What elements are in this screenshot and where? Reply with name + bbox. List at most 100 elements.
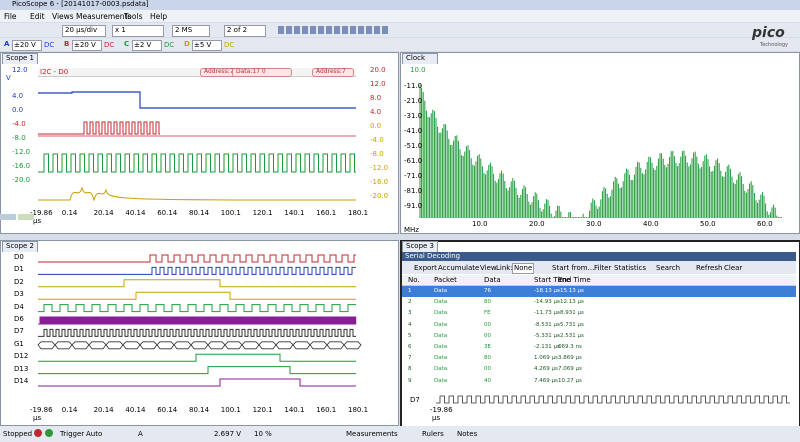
x-tick-label: 140.1 [284, 406, 305, 414]
menu-item[interactable]: Edit [30, 12, 45, 21]
cell[interactable]: -11.73 µs [534, 310, 560, 317]
cell[interactable]: 3E [484, 344, 491, 350]
menu-item[interactable]: File [4, 12, 17, 21]
combo [172, 25, 210, 37]
packet [312, 68, 354, 77]
cell[interactable]: -2.531 µs [558, 332, 584, 339]
cell[interactable]: 76 [484, 288, 491, 294]
cell[interactable]: -14.93 µs [534, 299, 560, 306]
status-item[interactable]: 2.697 V [214, 430, 242, 438]
decoding-tool[interactable]: Accumulate [438, 264, 480, 272]
tab-label[interactable]: Scope 1 [6, 54, 35, 62]
cell[interactable]: Data [434, 299, 448, 306]
cell[interactable]: -5.331 µs [534, 332, 560, 339]
cell[interactable]: -5.731 µs [558, 321, 584, 328]
toolbar-field[interactable]: x 1 [115, 26, 126, 34]
cell[interactable]: 80 [484, 355, 491, 362]
cell[interactable]: 1.069 µs [534, 355, 558, 362]
cell[interactable]: 2 [408, 299, 412, 306]
toolbar-field[interactable]: 2 MS [175, 26, 193, 34]
link-value[interactable]: None [514, 264, 533, 272]
status-item[interactable]: 10 % [254, 430, 272, 438]
channel-range[interactable]: ±20 V [74, 41, 96, 49]
cell[interactable]: -15.13 µs [558, 288, 584, 294]
channel-coupling[interactable]: DC [44, 41, 55, 49]
decoding-tool[interactable]: Filter [594, 264, 612, 272]
cell[interactable]: 00 [484, 366, 491, 373]
decoding-tool[interactable]: Start from... [552, 264, 595, 272]
toolbar-field[interactable]: 20 µs/div [65, 26, 98, 34]
channel-range[interactable]: ±2 V [134, 41, 152, 49]
channel-range[interactable]: ±20 V [14, 41, 36, 49]
cell[interactable]: 3 [408, 310, 412, 317]
cell[interactable]: 80 [484, 299, 491, 306]
channel-label: D14 [14, 377, 29, 385]
cell[interactable]: 4.269 µs [534, 366, 558, 373]
decoding-tool[interactable]: Refresh [696, 264, 723, 272]
cell[interactable]: 40 [484, 377, 491, 384]
cell[interactable]: Data [434, 355, 448, 362]
cell[interactable]: -8.531 µs [534, 321, 560, 328]
cell[interactable]: 3.869 µs [558, 355, 582, 362]
cell[interactable]: FE [484, 310, 491, 317]
toolbar-field[interactable]: 2 of 2 [227, 26, 248, 34]
channel-coupling[interactable]: DC [164, 41, 175, 49]
combo [62, 25, 106, 37]
cell[interactable]: 669.3 ns [558, 344, 582, 350]
status-item[interactable]: A [138, 430, 143, 438]
menu-item[interactable]: Views [52, 12, 74, 21]
channel-range[interactable]: ±5 V [194, 41, 212, 49]
menu-item[interactable]: Help [150, 12, 168, 21]
cell[interactable]: 7.069 µs [558, 366, 582, 373]
channel-label: D3 [14, 290, 24, 299]
cell[interactable]: Data [434, 366, 448, 373]
cell[interactable]: Data [434, 288, 448, 294]
decoding-tool[interactable]: View [480, 264, 497, 272]
decoding-tool[interactable]: Link: [496, 264, 513, 272]
cell[interactable]: Data [434, 332, 448, 339]
menu-item[interactable]: Measurements [76, 12, 132, 21]
tab-label[interactable]: Scope 3 [406, 242, 435, 250]
decoding-tool[interactable]: Search [656, 264, 681, 272]
cell[interactable]: 9 [408, 377, 412, 384]
cell[interactable]: 00 [484, 321, 491, 328]
axis-unit: V [6, 74, 11, 82]
cell[interactable]: -2.131 µs [534, 344, 560, 350]
channel-coupling[interactable]: DC [224, 41, 235, 49]
x-tick-label: 120.1 [252, 406, 273, 414]
cell[interactable]: Data [434, 377, 448, 384]
cell[interactable]: 6 [408, 344, 412, 350]
cell[interactable]: -12.13 µs [558, 299, 584, 306]
digital-trace [38, 279, 356, 288]
menu-item[interactable]: Tools [124, 12, 143, 21]
cell[interactable]: Data [434, 344, 448, 350]
cell[interactable]: 1 [408, 288, 412, 294]
channel-coupling[interactable]: DC [104, 41, 115, 49]
cell[interactable]: 7 [408, 355, 412, 362]
y-tick-label: -12.0 [370, 164, 389, 172]
cell[interactable]: 8 [408, 366, 412, 373]
decoding-tool[interactable]: Export [414, 264, 437, 272]
cell[interactable]: 5 [408, 332, 412, 339]
cell[interactable]: 7.469 µs [534, 377, 558, 384]
cell[interactable]: 4 [408, 321, 412, 328]
cell[interactable]: Data [434, 321, 448, 328]
cell[interactable]: Data [434, 310, 448, 317]
x-tick-label: 20.14 [93, 209, 114, 217]
decoding-tool[interactable]: Clear [724, 264, 743, 272]
tab [402, 53, 438, 64]
x-tick-label: 60.14 [157, 406, 178, 414]
y-tick-label: 4.0 [370, 108, 382, 116]
cell[interactable]: 00 [484, 332, 491, 339]
channel-label: D7 [14, 327, 24, 336]
cell[interactable]: 10.27 µs [558, 377, 582, 384]
status-item[interactable]: Auto [86, 430, 103, 438]
channel-range-box [132, 40, 162, 51]
tab-label[interactable]: Scope 2 [6, 242, 35, 250]
table-header [402, 275, 796, 286]
decoding-tool[interactable]: Statistics [614, 264, 646, 272]
tab-label[interactable]: Clock [406, 54, 426, 62]
x-tick-label: 60.0 [757, 220, 773, 228]
cell[interactable]: -8.931 µs [558, 310, 584, 317]
cell[interactable]: -18.13 µs [534, 288, 560, 294]
